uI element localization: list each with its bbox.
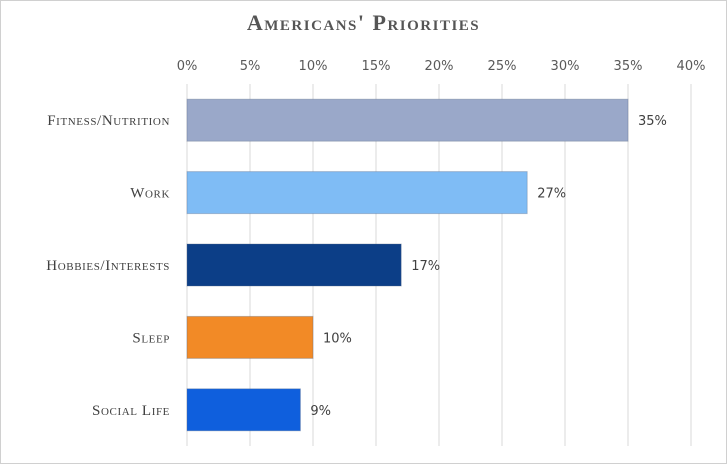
bar (186, 171, 528, 215)
data-label: 9% (310, 404, 331, 419)
x-tick-label: 30% (551, 59, 580, 74)
x-tick-label: 25% (488, 59, 517, 74)
x-tick-label: 0% (177, 59, 198, 74)
category-label: Social Life (92, 403, 170, 419)
x-tick-label: 40% (677, 59, 706, 74)
bar (186, 98, 629, 142)
data-label: 27% (537, 187, 566, 202)
bar (186, 315, 314, 359)
data-label: 35% (638, 114, 667, 129)
data-label: 17% (411, 259, 440, 274)
x-tick-label: 10% (299, 59, 328, 74)
bar (186, 243, 402, 287)
data-label: 10% (323, 331, 352, 346)
category-label: Fitness/Nutrition (47, 113, 170, 129)
chart-title: Americans' Priorities (246, 10, 481, 35)
category-label: Hobbies/Interests (46, 258, 170, 274)
x-tick-label: 35% (614, 59, 643, 74)
x-tick-label: 20% (425, 59, 454, 74)
category-label: Work (130, 186, 170, 202)
x-tick-label: 15% (362, 59, 391, 74)
x-tick-label: 5% (240, 59, 261, 74)
bar (186, 388, 301, 432)
category-label: Sleep (132, 330, 170, 346)
